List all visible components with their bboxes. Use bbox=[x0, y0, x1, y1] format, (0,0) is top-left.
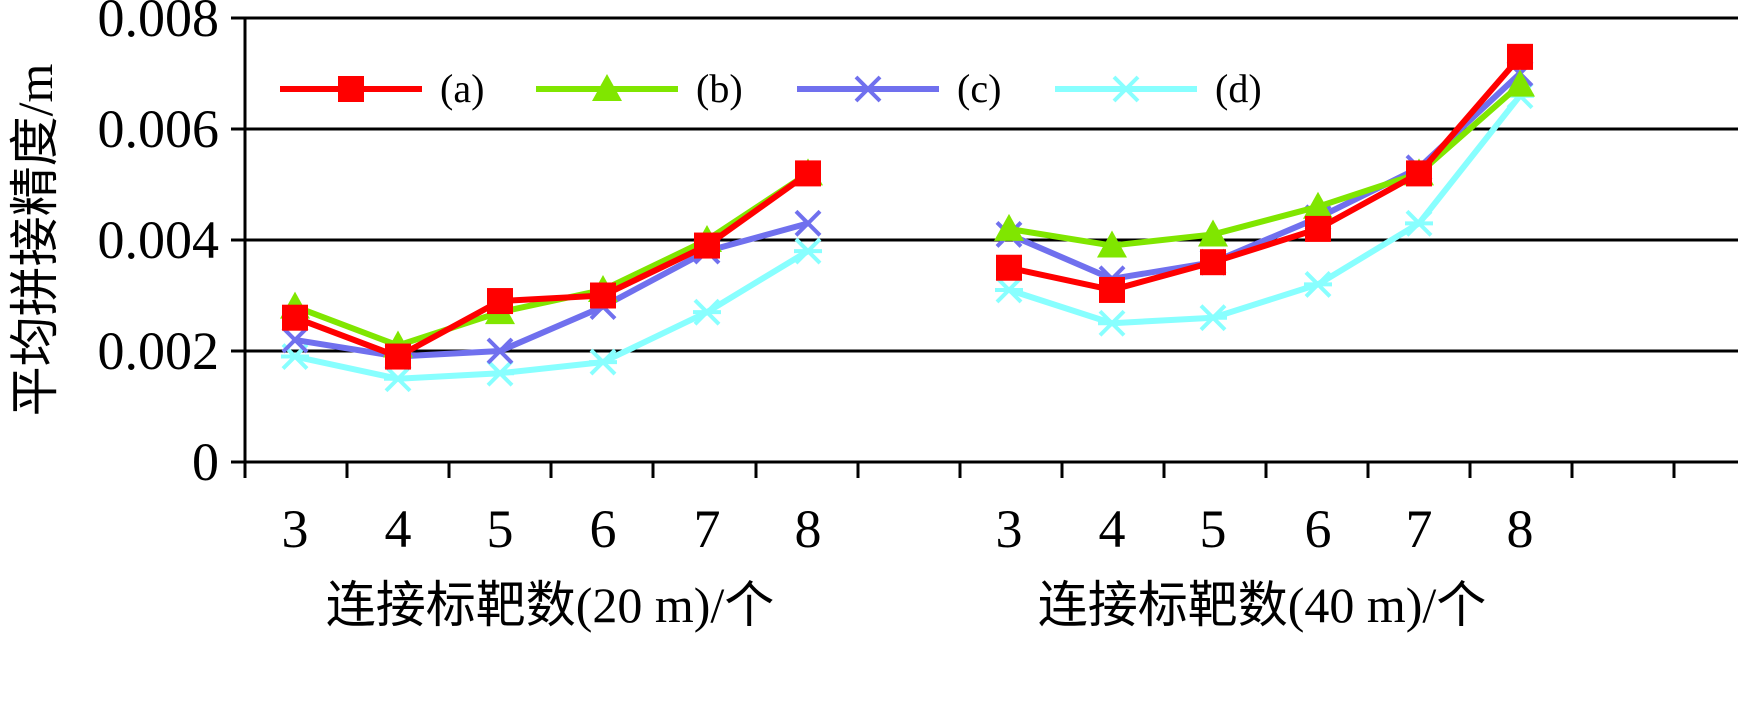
data-point-d bbox=[1098, 311, 1126, 335]
x-tick-label: 8 bbox=[1507, 499, 1534, 559]
x-axis-title-40m: 连接标靶数(40 m)/个 bbox=[1038, 577, 1487, 633]
data-point-a bbox=[694, 233, 720, 259]
x-tick-label: 6 bbox=[1305, 499, 1332, 559]
legend-item-b: (b) bbox=[536, 66, 743, 111]
x-tick-label: 7 bbox=[694, 499, 721, 559]
x-tick-label: 7 bbox=[1406, 499, 1433, 559]
data-point-a bbox=[590, 283, 616, 309]
data-point-b bbox=[994, 214, 1024, 241]
y-tick-label: 0.006 bbox=[98, 99, 220, 159]
data-point-d bbox=[794, 239, 822, 263]
x-tick-label: 5 bbox=[1200, 499, 1227, 559]
legend-marker bbox=[1112, 77, 1140, 101]
x-tick-label: 4 bbox=[1099, 499, 1126, 559]
legend-item-c: (c) bbox=[797, 66, 1001, 111]
data-point-d bbox=[589, 350, 617, 374]
x-tick-label: 5 bbox=[487, 499, 514, 559]
legend-item-a: (a) bbox=[280, 66, 484, 111]
data-point-a bbox=[487, 288, 513, 314]
series-line-b-40m bbox=[1009, 85, 1520, 246]
legend-label: (d) bbox=[1215, 66, 1262, 111]
x-tick-label: 6 bbox=[590, 499, 617, 559]
data-point-a bbox=[385, 344, 411, 370]
data-point-d bbox=[693, 300, 721, 324]
legend-item-d: (d) bbox=[1055, 66, 1262, 111]
data-point-a bbox=[1200, 249, 1226, 275]
data-point-d bbox=[1405, 211, 1433, 235]
x-tick-label: 3 bbox=[282, 499, 309, 559]
series-line-d-20m bbox=[295, 251, 808, 379]
legend: (a) (b) (c) (d) bbox=[280, 66, 1262, 111]
y-tick-label: 0.008 bbox=[98, 0, 220, 48]
legend-marker bbox=[338, 76, 364, 102]
data-point-a bbox=[1305, 216, 1331, 242]
data-point-d bbox=[486, 361, 514, 385]
legend-label: (c) bbox=[957, 66, 1001, 111]
data-point-a bbox=[1507, 44, 1533, 70]
x-tick-label: 3 bbox=[996, 499, 1023, 559]
series-line-b-20m bbox=[295, 173, 808, 345]
legend-label: (a) bbox=[440, 66, 484, 111]
data-point-a bbox=[795, 160, 821, 186]
data-point-a bbox=[1406, 160, 1432, 186]
x-axis-title-20m: 连接标靶数(20 m)/个 bbox=[326, 577, 775, 633]
legend-label: (b) bbox=[696, 66, 743, 111]
x-tick-label: 4 bbox=[385, 499, 412, 559]
data-point-a bbox=[282, 305, 308, 331]
x-tick-label: 8 bbox=[795, 499, 822, 559]
data-point-d bbox=[384, 367, 412, 391]
data-point-d bbox=[995, 278, 1023, 302]
data-point-d bbox=[1304, 272, 1332, 296]
data-point-a bbox=[1099, 277, 1125, 303]
data-point-a bbox=[996, 255, 1022, 281]
y-tick-label: 0.002 bbox=[98, 321, 220, 381]
y-axis-title: 平均拼接精度/m bbox=[7, 64, 63, 417]
data-point-d bbox=[1199, 306, 1227, 330]
y-tick-label: 0.004 bbox=[98, 210, 220, 270]
y-tick-label: 0 bbox=[192, 432, 219, 492]
